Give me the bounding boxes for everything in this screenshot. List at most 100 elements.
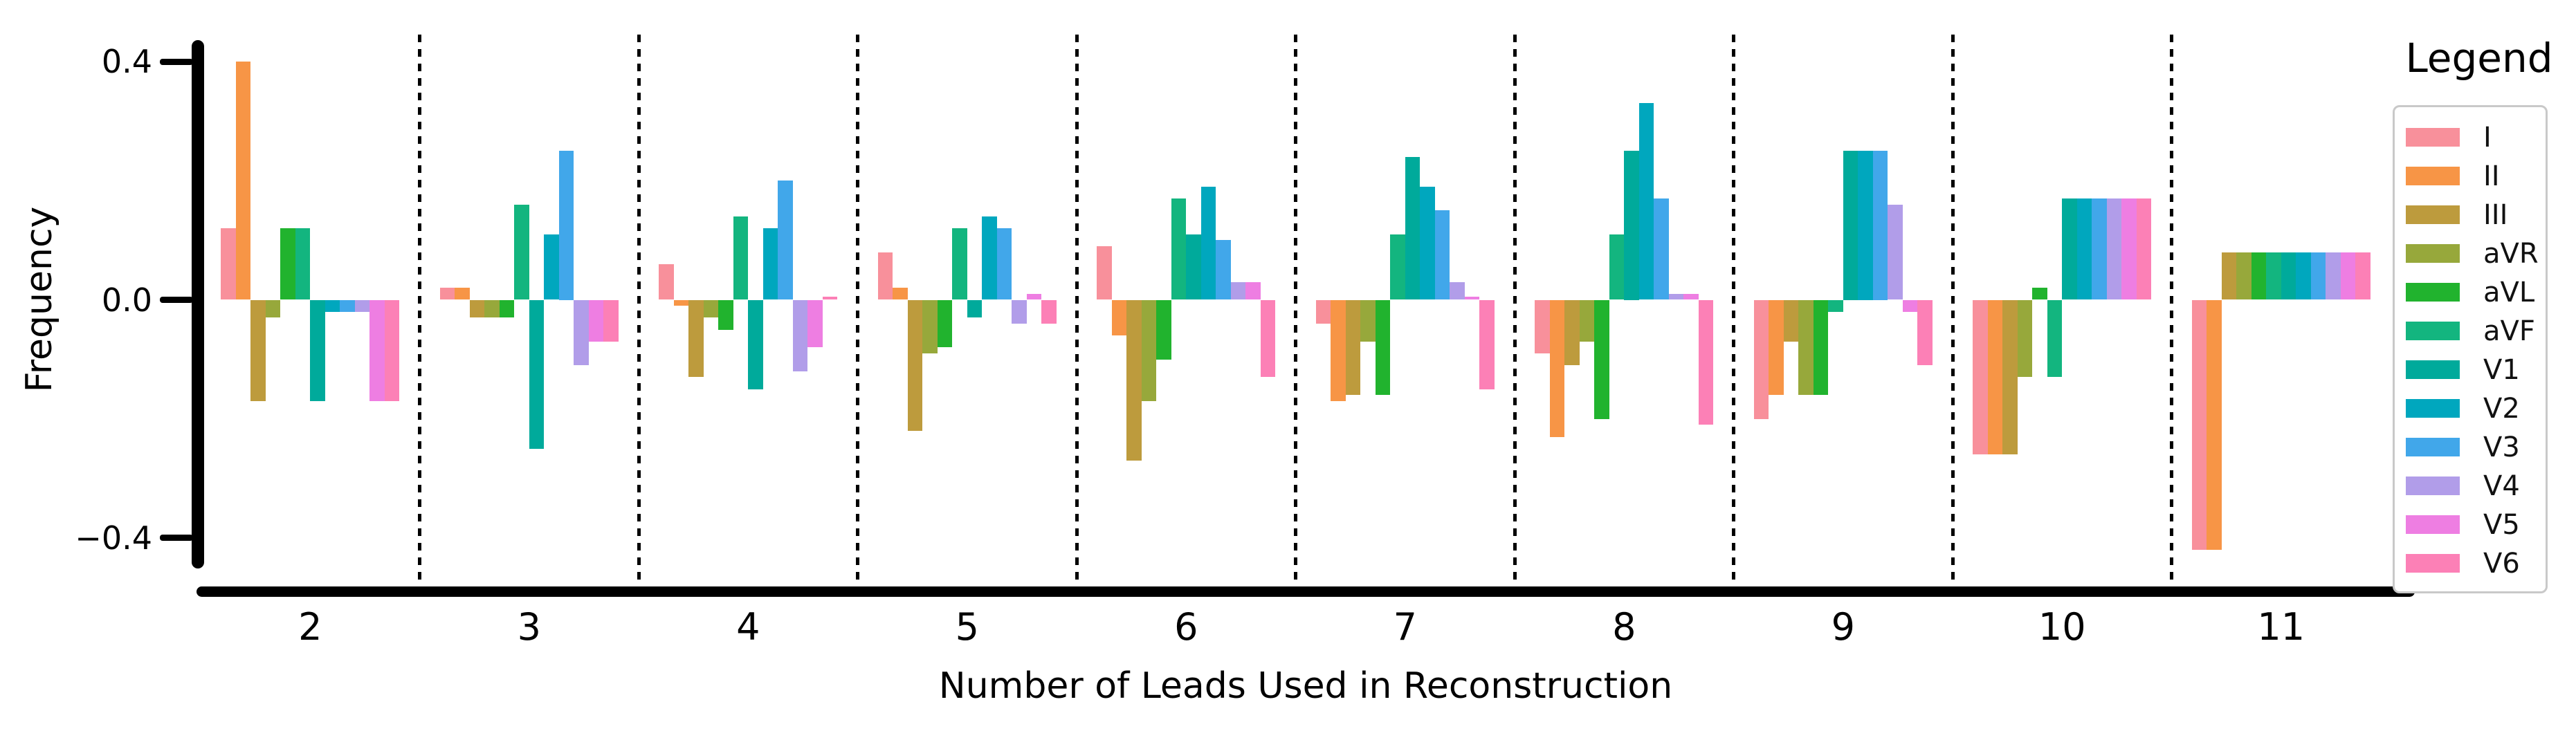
bar-V3-6 [1216, 240, 1231, 300]
bar-I-6 [1097, 246, 1112, 300]
bar-V3-4 [778, 181, 793, 300]
x-tick-label-4: 4 [736, 605, 760, 649]
bar-group-4 [639, 0, 858, 740]
legend-entry-aVR: aVR [2395, 236, 2546, 272]
bar-II-9 [1769, 299, 1784, 396]
bar-V5-2 [369, 299, 385, 401]
x-tick-label-3: 3 [517, 605, 541, 649]
group-separator [2170, 35, 2173, 590]
x-axis-spine [197, 586, 2415, 597]
bar-aVL-7 [1375, 299, 1391, 396]
bar-V5-8 [1683, 293, 1699, 300]
legend-swatch-I [2406, 128, 2460, 147]
legend-entry-V4: V4 [2395, 468, 2546, 504]
bar-aVF-2 [295, 228, 311, 300]
bar-group-11 [2172, 0, 2391, 740]
legend-entry-V2: V2 [2395, 391, 2546, 427]
bar-V1-10 [2062, 198, 2077, 300]
bar-V4-8 [1668, 293, 1684, 300]
bar-III-3 [469, 299, 485, 318]
bar-V6-3 [603, 299, 619, 342]
y-tick-label-0.4: 0.4 [101, 43, 152, 81]
x-tick-label-9: 9 [1831, 605, 1855, 649]
bar-aVR-5 [922, 299, 938, 353]
bar-group-5 [858, 0, 1077, 740]
bar-III-10 [2002, 299, 2018, 455]
bar-V6-10 [2136, 198, 2152, 300]
bar-V2-2 [325, 299, 340, 312]
bar-V4-5 [1012, 299, 1027, 324]
bar-I-9 [1753, 299, 1769, 419]
bar-V4-6 [1230, 281, 1246, 300]
bar-V3-3 [558, 151, 574, 300]
legend-label-I: I [2483, 122, 2492, 154]
bar-V3-9 [1872, 151, 1888, 300]
bar-V5-7 [1464, 297, 1480, 300]
bar-V3-8 [1654, 198, 1669, 300]
bar-V4-10 [2106, 198, 2122, 300]
bar-III-5 [907, 299, 923, 431]
legend-swatch-V2 [2406, 399, 2460, 418]
group-separator [1951, 35, 1955, 590]
bar-V6-8 [1698, 299, 1714, 425]
bar-aVR-4 [703, 299, 719, 318]
bar-II-11 [2207, 299, 2222, 551]
bar-V5-4 [807, 299, 823, 348]
bar-V6-6 [1260, 299, 1276, 378]
bar-V3-5 [996, 228, 1012, 300]
y-tick-label-−0.4: −0.4 [75, 519, 152, 557]
bar-aVF-3 [514, 204, 529, 300]
bar-V1-2 [310, 299, 325, 401]
bar-III-2 [250, 299, 266, 401]
bar-aVL-8 [1594, 299, 1609, 419]
bar-aVR-8 [1579, 299, 1595, 342]
bar-V4-11 [2326, 252, 2341, 300]
bar-V2-5 [982, 216, 997, 300]
legend-label-aVL: aVL [2483, 277, 2535, 308]
x-tick-label-11: 11 [2257, 605, 2305, 649]
bar-II-4 [673, 299, 689, 306]
bar-V6-2 [384, 299, 400, 401]
bar-aVF-4 [733, 216, 749, 300]
bar-I-5 [877, 252, 893, 300]
bar-aVL-11 [2251, 252, 2267, 300]
x-tick-label-6: 6 [1174, 605, 1198, 649]
bar-aVL-3 [499, 299, 515, 318]
bar-V4-7 [1450, 281, 1465, 300]
bar-III-6 [1126, 299, 1142, 461]
group-separator [1075, 35, 1079, 590]
bar-II-7 [1331, 299, 1346, 401]
y-tick-mark [160, 58, 193, 65]
bar-V3-11 [2310, 252, 2326, 300]
bar-V5-6 [1245, 281, 1261, 300]
legend-entry-I: I [2395, 120, 2546, 156]
bar-II-5 [893, 288, 908, 300]
bar-V5-11 [2340, 252, 2356, 300]
group-separator [856, 35, 859, 590]
x-tick-label-8: 8 [1612, 605, 1636, 649]
legend-swatch-V4 [2406, 477, 2460, 495]
bar-I-4 [659, 263, 674, 300]
bar-V4-3 [574, 299, 589, 366]
x-axis-title: Number of Leads Used in Reconstruction [938, 665, 1673, 707]
bar-V1-9 [1843, 151, 1858, 300]
bar-group-8 [1515, 0, 1734, 740]
bar-aVL-10 [2032, 288, 2047, 300]
legend-entry-III: III [2395, 197, 2546, 233]
legend-swatch-aVR [2406, 244, 2460, 263]
bar-I-11 [2191, 299, 2207, 551]
legend-label-aVR: aVR [2483, 238, 2539, 270]
legend-label-V4: V4 [2483, 470, 2520, 502]
group-separator [637, 35, 641, 590]
bar-aVF-8 [1609, 234, 1625, 300]
bar-aVR-2 [265, 299, 281, 318]
legend-swatch-V6 [2406, 554, 2460, 573]
bar-aVR-9 [1798, 299, 1814, 396]
bar-V2-3 [544, 234, 559, 300]
bar-V5-3 [588, 299, 604, 342]
bar-aVF-11 [2266, 252, 2281, 300]
bar-group-10 [1953, 0, 2172, 740]
bar-aVF-10 [2047, 299, 2063, 378]
bar-V1-4 [748, 299, 763, 389]
